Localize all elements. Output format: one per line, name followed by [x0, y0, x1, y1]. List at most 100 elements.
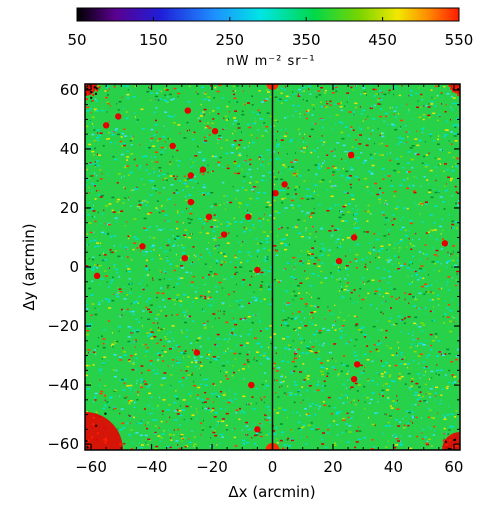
- colorbar-tick-label: 350: [292, 31, 321, 49]
- x-tick-label: −60: [75, 458, 107, 476]
- noise-pixel: [181, 247, 185, 249]
- noise-pixel: [120, 378, 124, 381]
- noise-pixel: [241, 284, 243, 286]
- noise-pixel: [268, 409, 271, 412]
- noise-pixel: [427, 231, 430, 233]
- noise-pixel: [407, 162, 411, 164]
- noise-pixel: [200, 256, 203, 259]
- noise-pixel: [128, 196, 130, 199]
- noise-pixel: [253, 337, 257, 339]
- noise-pixel: [438, 191, 440, 194]
- noise-pixel: [293, 328, 297, 330]
- noise-pixel: [190, 166, 192, 168]
- noise-pixel: [256, 137, 258, 139]
- noise-pixel: [458, 289, 460, 292]
- noise-pixel: [343, 319, 346, 321]
- noise-pixel: [401, 104, 403, 107]
- noise-pixel: [235, 300, 239, 302]
- noise-pixel: [354, 213, 358, 215]
- noise-pixel: [448, 369, 451, 372]
- noise-pixel: [311, 323, 314, 325]
- noise-pixel: [202, 111, 205, 113]
- noise-pixel: [297, 95, 301, 97]
- noise-pixel: [423, 175, 426, 178]
- noise-pixel: [165, 272, 167, 274]
- noise-pixel: [319, 255, 321, 257]
- noise-pixel: [117, 211, 121, 214]
- noise-pixel: [232, 90, 234, 92]
- noise-pixel: [89, 140, 91, 142]
- noise-pixel: [313, 192, 316, 194]
- noise-pixel: [220, 370, 222, 373]
- noise-pixel: [313, 263, 317, 265]
- noise-pixel: [157, 359, 159, 362]
- noise-pixel: [194, 159, 196, 162]
- noise-pixel: [370, 157, 374, 159]
- noise-pixel: [332, 128, 334, 131]
- noise-pixel: [355, 260, 358, 262]
- noise-pixel: [437, 119, 440, 122]
- noise-pixel: [331, 92, 335, 94]
- noise-pixel: [214, 204, 217, 207]
- noise-pixel: [113, 234, 117, 237]
- noise-pixel: [451, 259, 455, 262]
- noise-pixel: [143, 380, 146, 383]
- noise-pixel: [429, 388, 433, 390]
- noise-pixel: [104, 298, 108, 300]
- noise-pixel: [331, 326, 333, 329]
- noise-pixel: [340, 286, 342, 288]
- noise-pixel: [356, 378, 360, 380]
- noise-pixel: [114, 250, 117, 252]
- noise-pixel: [334, 367, 337, 370]
- noise-pixel: [149, 136, 151, 138]
- noise-pixel: [221, 287, 223, 289]
- noise-pixel: [362, 109, 366, 112]
- noise-pixel: [445, 183, 447, 185]
- noise-pixel: [185, 185, 189, 188]
- noise-pixel: [311, 249, 313, 251]
- noise-pixel: [181, 439, 183, 442]
- noise-pixel: [285, 128, 287, 130]
- noise-pixel: [112, 369, 115, 371]
- noise-pixel: [199, 296, 202, 298]
- noise-pixel: [297, 188, 299, 191]
- noise-pixel: [181, 244, 184, 247]
- noise-pixel: [222, 364, 226, 367]
- noise-pixel: [311, 212, 315, 214]
- noise-pixel: [230, 151, 234, 154]
- noise-pixel: [234, 89, 236, 92]
- noise-pixel: [174, 395, 178, 397]
- noise-pixel: [356, 227, 360, 229]
- noise-pixel: [289, 394, 293, 396]
- noise-pixel: [194, 180, 197, 182]
- noise-pixel: [145, 204, 148, 207]
- noise-pixel: [367, 209, 369, 211]
- noise-pixel: [158, 167, 162, 169]
- bright-corner-speck: [83, 81, 85, 83]
- noise-pixel: [347, 416, 350, 419]
- noise-pixel: [136, 379, 138, 382]
- noise-pixel: [292, 207, 295, 209]
- noise-pixel: [190, 208, 193, 210]
- noise-pixel: [274, 249, 276, 251]
- noise-pixel: [434, 191, 438, 194]
- noise-pixel: [94, 239, 97, 242]
- noise-pixel: [282, 189, 286, 192]
- noise-pixel: [297, 88, 301, 91]
- noise-pixel: [256, 342, 260, 345]
- noise-pixel: [362, 120, 364, 122]
- noise-pixel: [204, 165, 206, 167]
- noise-pixel: [214, 317, 216, 320]
- noise-pixel: [266, 358, 270, 360]
- noise-pixel: [427, 291, 430, 293]
- noise-pixel: [430, 89, 433, 91]
- noise-pixel: [299, 133, 301, 135]
- noise-pixel: [408, 386, 411, 389]
- noise-pixel: [395, 158, 399, 160]
- noise-pixel: [168, 278, 171, 281]
- noise-pixel: [428, 189, 432, 191]
- noise-pixel: [168, 348, 172, 350]
- noise-pixel: [333, 155, 336, 157]
- noise-pixel: [181, 331, 184, 334]
- noise-pixel: [252, 122, 256, 125]
